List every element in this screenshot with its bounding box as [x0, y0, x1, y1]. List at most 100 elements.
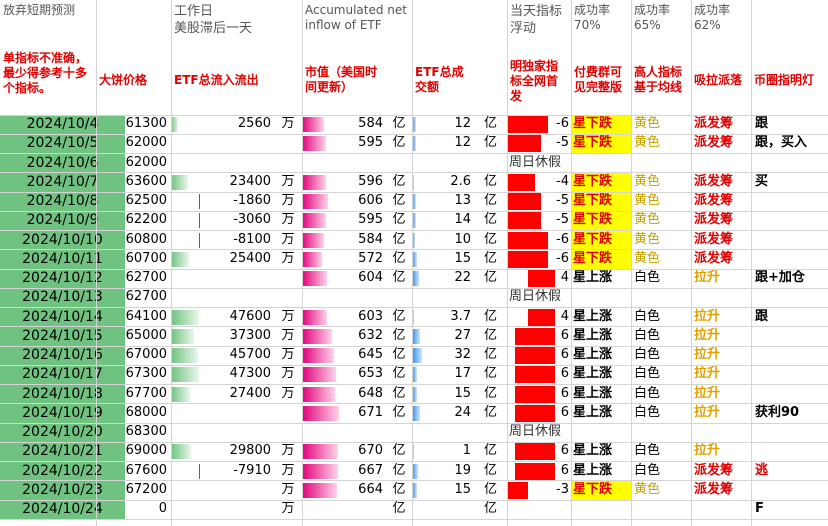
action-cell[interactable]: 派发筹 — [694, 231, 734, 247]
trend-color-cell[interactable]: 黄色 — [634, 193, 661, 208]
etf-volume-cell[interactable]: 13 — [412, 192, 474, 211]
vol-unit[interactable]: 亿 — [483, 462, 497, 478]
cap-unit[interactable]: 亿 — [392, 135, 406, 151]
subheader-c[interactable]: ETF总流入流出 — [174, 73, 259, 87]
signal-cell[interactable]: 星下跌 — [571, 249, 631, 269]
note-cell[interactable] — [751, 385, 828, 404]
price-cell[interactable]: 65000 — [125, 327, 167, 343]
signal-cell[interactable]: 星下跌 — [571, 230, 631, 250]
etf-volume-cell[interactable]: 2.6 — [412, 173, 474, 192]
date-cell[interactable]: 2024/10/19 — [0, 403, 126, 423]
note-cell[interactable] — [751, 192, 828, 211]
price-cell[interactable]: 62700 — [125, 289, 167, 305]
price-cell[interactable]: 62000 — [125, 135, 167, 151]
date-cell[interactable]: 2024/10/14 — [0, 307, 126, 327]
date-cell[interactable]: 2024/10/11 — [0, 249, 126, 269]
etf-volume-cell[interactable] — [412, 500, 474, 519]
trend-color-cell[interactable]: 白色 — [634, 347, 661, 362]
cap-unit[interactable]: 亿 — [392, 501, 406, 516]
etf-flow-cell[interactable]: 29800 — [171, 442, 274, 461]
indicator-cell[interactable]: -5 — [507, 211, 571, 230]
price-cell[interactable]: 68300 — [125, 424, 167, 439]
market-cap-cell[interactable]: 603 — [302, 308, 386, 327]
price-cell[interactable]: 67700 — [125, 385, 167, 401]
date-cell[interactable]: 2024/10/23 — [0, 480, 126, 500]
vol-unit[interactable]: 亿 — [483, 270, 497, 285]
price-cell[interactable]: 62000 — [125, 154, 167, 170]
flow-unit[interactable]: 万 — [281, 116, 295, 131]
etf-volume-cell[interactable]: 19 — [412, 462, 474, 481]
cap-unit[interactable]: 亿 — [392, 212, 406, 228]
holiday-cell[interactable]: 周日休假 — [509, 154, 562, 170]
vol-unit[interactable]: 亿 — [483, 308, 497, 324]
etf-flow-cell[interactable] — [171, 481, 274, 500]
date-cell[interactable]: 2024/10/24 — [0, 500, 126, 520]
flow-unit[interactable]: 万 — [281, 231, 295, 247]
signal-cell[interactable]: 星上涨 — [573, 462, 613, 478]
market-cap-cell[interactable]: 606 — [302, 192, 386, 211]
market-cap-cell[interactable]: 653 — [302, 365, 386, 384]
flow-unit[interactable]: 万 — [281, 366, 295, 382]
note-cell[interactable]: F — [755, 501, 764, 516]
action-cell[interactable]: 拉升 — [694, 366, 721, 382]
header-col-j[interactable]: 当天指标浮动 — [510, 4, 563, 36]
flow-unit[interactable]: 万 — [281, 347, 295, 362]
note-cell[interactable]: 跟+加仓 — [755, 270, 805, 285]
indicator-cell[interactable]: -5 — [507, 134, 571, 153]
action-cell[interactable]: 拉升 — [694, 308, 721, 324]
trend-color-cell[interactable]: 黄色 — [634, 135, 661, 151]
etf-volume-cell[interactable]: 12 — [412, 134, 474, 153]
cap-unit[interactable]: 亿 — [392, 270, 406, 285]
price-cell[interactable]: 63600 — [125, 173, 167, 189]
cap-unit[interactable]: 亿 — [392, 193, 406, 208]
trend-color-cell[interactable]: 白色 — [634, 462, 661, 478]
market-cap-cell[interactable]: 595 — [302, 211, 386, 230]
trend-color-cell[interactable]: 黄色 — [634, 231, 661, 247]
cap-unit[interactable]: 亿 — [392, 385, 406, 401]
indicator-cell[interactable] — [507, 500, 571, 519]
date-cell[interactable]: 2024/10/15 — [0, 326, 126, 346]
note-cell[interactable] — [751, 442, 828, 461]
etf-flow-cell[interactable]: -8100 — [171, 231, 274, 250]
indicator-cell[interactable]: -6 — [507, 115, 571, 134]
price-cell[interactable]: 64100 — [125, 308, 167, 324]
trend-color-cell[interactable] — [631, 500, 691, 519]
indicator-cell[interactable]: 6 — [507, 365, 571, 384]
action-cell[interactable]: 派发筹 — [694, 462, 734, 478]
price-cell[interactable]: 67200 — [125, 481, 167, 497]
indicator-cell[interactable]: -4 — [507, 173, 571, 192]
trend-color-cell[interactable]: 黄色 — [634, 173, 661, 189]
subheader-h[interactable]: ETF总成交额 — [415, 65, 464, 94]
vol-unit[interactable]: 亿 — [483, 327, 497, 343]
price-cell[interactable]: 62700 — [125, 270, 167, 285]
etf-volume-cell[interactable]: 24 — [412, 404, 474, 423]
date-cell[interactable]: 2024/10/4 — [0, 115, 126, 135]
note-cell[interactable]: 跟 — [755, 116, 769, 131]
signal-cell[interactable]: 星下跌 — [571, 134, 631, 154]
trend-color-cell[interactable]: 白色 — [634, 385, 661, 401]
flow-unit[interactable]: 万 — [281, 173, 295, 189]
trend-color-cell[interactable]: 黄色 — [634, 116, 661, 131]
header-col-a[interactable]: 放弃短期预测 — [3, 3, 76, 17]
note-cell[interactable] — [751, 481, 828, 500]
indicator-cell[interactable]: -6 — [507, 250, 571, 269]
note-cell[interactable] — [751, 365, 828, 384]
flow-unit[interactable]: 万 — [281, 308, 295, 324]
date-cell[interactable]: 2024/10/6 — [0, 153, 126, 173]
action-cell[interactable]: 拉升 — [694, 270, 721, 285]
signal-cell[interactable]: 星下跌 — [571, 480, 631, 500]
cap-unit[interactable]: 亿 — [392, 462, 406, 478]
signal-cell[interactable]: 星下跌 — [571, 172, 631, 192]
date-cell[interactable]: 2024/10/9 — [0, 211, 126, 231]
action-cell[interactable]: 派发筹 — [694, 481, 734, 497]
vol-unit[interactable]: 亿 — [483, 501, 497, 516]
etf-flow-cell[interactable]: 2560 — [171, 115, 274, 134]
vol-unit[interactable]: 亿 — [483, 366, 497, 382]
market-cap-cell[interactable]: 572 — [302, 250, 386, 269]
note-cell[interactable]: 获利90 — [755, 404, 800, 420]
flow-unit[interactable]: 万 — [281, 212, 295, 228]
holiday-cell[interactable]: 周日休假 — [509, 424, 562, 439]
note-cell[interactable]: 买 — [755, 173, 769, 189]
date-cell[interactable]: 2024/10/16 — [0, 346, 126, 366]
action-cell[interactable]: 派发筹 — [694, 116, 734, 131]
